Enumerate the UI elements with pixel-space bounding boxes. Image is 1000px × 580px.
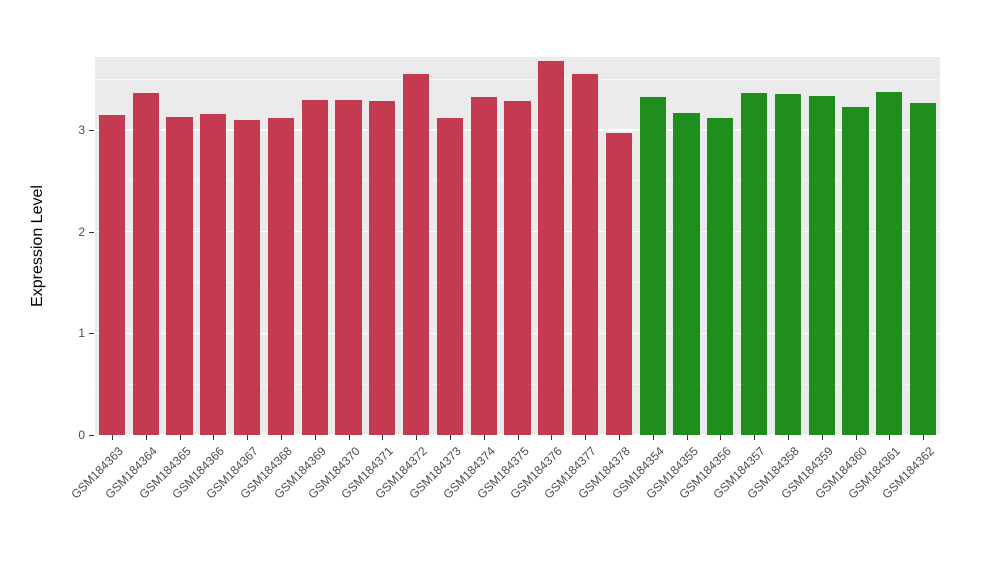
- x-axis-tick: [314, 435, 316, 440]
- x-axis-tick: [517, 435, 519, 440]
- x-axis-tick: [483, 435, 485, 440]
- x-axis-tick: [754, 435, 756, 440]
- x-axis-tick: [111, 435, 113, 440]
- x-axis-tick: [889, 435, 891, 440]
- x-axis-tick: [280, 435, 282, 440]
- y-axis-tick: [89, 130, 94, 132]
- bar: [233, 120, 261, 435]
- bar: [132, 92, 159, 435]
- x-axis-tick: [145, 435, 147, 440]
- bar: [605, 133, 633, 435]
- x-axis-tick: [652, 435, 654, 440]
- bar: [369, 100, 396, 435]
- bar: [571, 74, 599, 435]
- x-axis-tick: [720, 435, 722, 440]
- y-tick-label: 3: [78, 123, 85, 138]
- x-axis-tick: [585, 435, 587, 440]
- y-axis-title: Expression Level: [29, 185, 46, 307]
- x-axis-tick: [213, 435, 215, 440]
- bar: [436, 117, 464, 435]
- bar: [707, 117, 734, 435]
- bar: [538, 61, 565, 435]
- y-tick-label: 2: [78, 224, 85, 239]
- bar: [909, 102, 937, 435]
- bar: [639, 96, 666, 435]
- bar: [335, 99, 362, 435]
- x-axis-tick: [855, 435, 857, 440]
- x-axis-tick: [787, 435, 789, 440]
- bar: [267, 117, 295, 435]
- bar: [876, 91, 903, 435]
- bar: [774, 93, 802, 435]
- bar: [98, 114, 126, 435]
- bar: [301, 99, 328, 435]
- bar: [166, 116, 193, 435]
- x-axis-tick: [416, 435, 418, 440]
- y-axis-tick: [89, 231, 94, 233]
- bar: [200, 113, 227, 435]
- x-axis-tick: [923, 435, 925, 440]
- x-axis-tick: [179, 435, 181, 440]
- minor-gridline: [95, 78, 940, 80]
- x-axis-tick: [247, 435, 249, 440]
- y-tick-label: 1: [78, 326, 85, 341]
- x-axis-tick: [821, 435, 823, 440]
- y-tick-label: 0: [78, 428, 85, 442]
- x-axis-tick: [449, 435, 451, 440]
- x-axis-tick: [348, 435, 350, 440]
- bar: [504, 100, 531, 435]
- y-axis-tick: [89, 333, 94, 335]
- bar: [470, 96, 497, 435]
- bar: [402, 74, 430, 435]
- y-axis-tick: [89, 435, 94, 436]
- x-axis-tick: [382, 435, 384, 440]
- plot-panel: [95, 57, 940, 436]
- bar: [808, 95, 835, 435]
- bar: [842, 106, 869, 435]
- x-axis-tick: [618, 435, 620, 440]
- bar: [673, 112, 700, 435]
- x-axis-tick: [551, 435, 553, 440]
- bar: [740, 92, 768, 435]
- x-axis-tick: [686, 435, 688, 440]
